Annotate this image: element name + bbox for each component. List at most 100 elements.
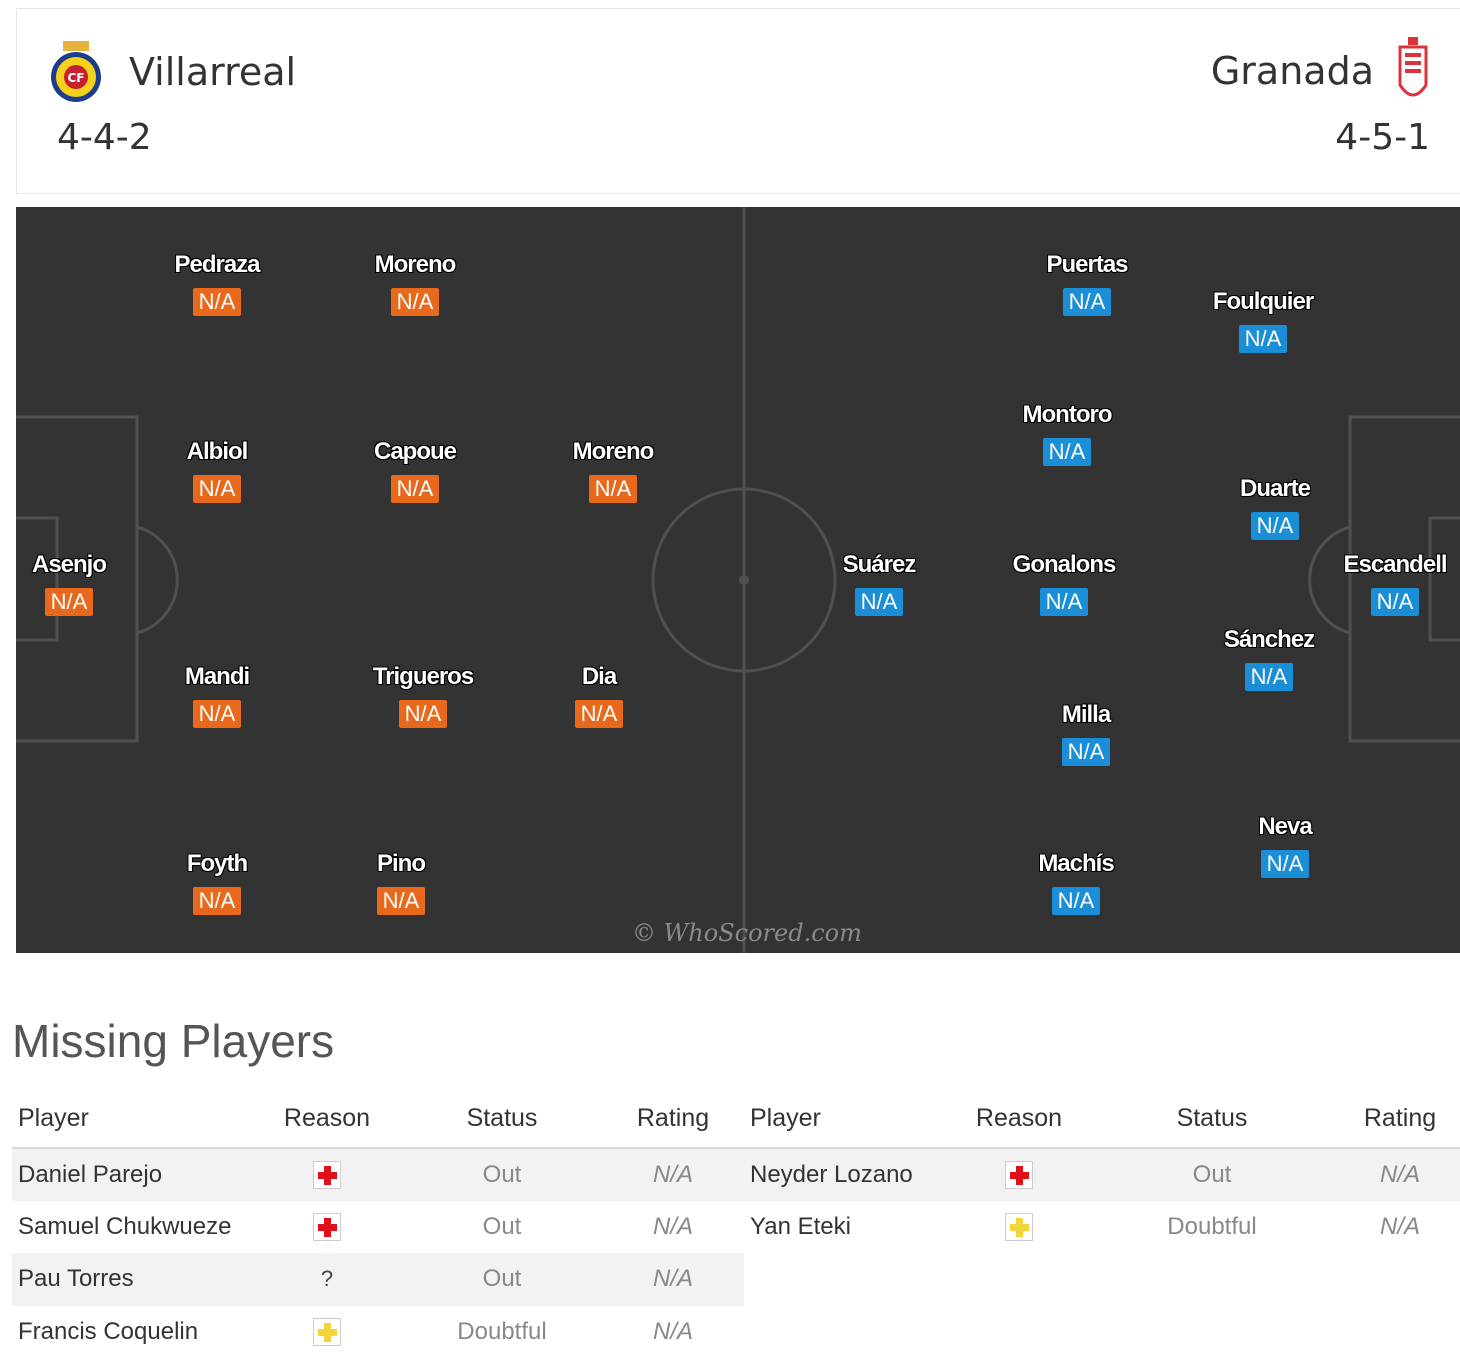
player-rating: N/A	[854, 588, 904, 616]
injury-icon	[313, 1161, 341, 1190]
player-rating: N/A	[1039, 588, 1089, 616]
col-rating[interactable]: Rating	[602, 1090, 744, 1149]
player-rating: N/A	[1238, 325, 1288, 353]
player-name: Puertas	[1046, 251, 1128, 278]
home-player[interactable]: Moreno N/A	[548, 438, 678, 503]
player-rating: N/A	[192, 288, 242, 316]
away-player[interactable]: Suárez N/A	[814, 551, 944, 616]
player-name: Suárez	[842, 551, 917, 578]
player-name: Moreno	[374, 251, 457, 278]
table-row: Yan Eteki Doubtful N/A	[744, 1201, 1460, 1254]
villarreal-crest-icon: CF	[49, 39, 103, 105]
player-rating: N/A	[588, 475, 638, 503]
player-rating: N/A	[398, 700, 448, 728]
svg-text:CF: CF	[67, 71, 84, 85]
formation-pitch: Pedraza N/A Moreno N/A Albiol N/A Capoue…	[16, 207, 1460, 953]
player-name: Mandi	[184, 663, 250, 690]
away-formation: 4-5-1	[1335, 117, 1430, 158]
player-rating: N/A	[44, 588, 94, 616]
col-rating[interactable]: Rating	[1340, 1090, 1460, 1149]
home-team-name: Villarreal	[129, 50, 297, 94]
unknown-reason-icon: ?	[320, 1266, 334, 1292]
col-reason[interactable]: Reason	[954, 1090, 1084, 1149]
home-team[interactable]: CF Villarreal	[49, 39, 296, 105]
missing-status: Out	[482, 1212, 522, 1240]
away-player[interactable]: Foulquier N/A	[1198, 288, 1328, 353]
away-player[interactable]: Gonalons N/A	[999, 551, 1129, 616]
home-player[interactable]: Asenjo N/A	[16, 551, 134, 616]
table-header-row: Player Reason Status Rating	[12, 1090, 744, 1149]
home-player[interactable]: Mandi N/A	[152, 663, 282, 728]
player-rating: N/A	[1062, 288, 1112, 316]
doubtful-icon	[313, 1318, 341, 1347]
missing-status: Out	[1084, 1148, 1340, 1201]
home-player[interactable]: Moreno N/A	[350, 251, 480, 316]
player-name: Moreno	[572, 438, 655, 465]
player-name: Neva	[1258, 813, 1312, 840]
col-player[interactable]: Player	[744, 1090, 954, 1149]
home-player[interactable]: Capoue N/A	[350, 438, 480, 503]
injury-icon	[1005, 1161, 1033, 1190]
missing-rating: N/A	[602, 1148, 744, 1201]
match-header: CF Villarreal 4-4-2 Granada 4-5-1	[16, 8, 1460, 194]
player-name: Escandell	[1343, 551, 1447, 578]
missing-rating: N/A	[602, 1253, 744, 1306]
player-rating: N/A	[1061, 738, 1111, 766]
missing-player-name[interactable]: Samuel Chukwueze	[18, 1212, 232, 1240]
missing-player-name[interactable]: Daniel Parejo	[12, 1148, 252, 1201]
player-name: Dia	[581, 663, 617, 690]
player-name: Montoro	[1022, 401, 1113, 428]
player-name: Duarte	[1239, 475, 1311, 502]
col-player[interactable]: Player	[12, 1090, 252, 1149]
home-player[interactable]: Trigueros N/A	[358, 663, 488, 728]
player-rating: N/A	[192, 887, 242, 915]
away-team[interactable]: Granada	[1211, 37, 1430, 105]
away-player[interactable]: Milla N/A	[1021, 701, 1151, 766]
home-formation: 4-4-2	[57, 117, 152, 158]
table-header-row: Player Reason Status Rating	[744, 1090, 1460, 1149]
missing-player-name[interactable]: Pau Torres	[12, 1253, 252, 1306]
player-rating: N/A	[192, 700, 242, 728]
player-name: Capoue	[373, 438, 457, 465]
player-name: Foulquier	[1212, 288, 1314, 315]
home-player[interactable]: Pino N/A	[336, 850, 466, 915]
player-rating: N/A	[1250, 512, 1300, 540]
player-rating: N/A	[574, 700, 624, 728]
player-rating: N/A	[1260, 850, 1310, 878]
player-rating: N/A	[1244, 663, 1294, 691]
away-player[interactable]: Montoro N/A	[1002, 401, 1132, 466]
away-player[interactable]: Machís N/A	[1011, 850, 1141, 915]
granada-crest-icon	[1396, 37, 1430, 105]
player-name: Milla	[1061, 701, 1111, 728]
missing-player-name[interactable]: Yan Eteki	[750, 1212, 851, 1240]
away-team-name: Granada	[1210, 49, 1374, 93]
home-missing-table: Player Reason Status Rating Daniel Parej…	[12, 1090, 744, 1358]
home-player[interactable]: Dia N/A	[534, 663, 664, 728]
missing-status: Out	[402, 1253, 602, 1306]
home-player[interactable]: Albiol N/A	[152, 438, 282, 503]
player-name: Albiol	[186, 438, 249, 465]
home-player[interactable]: Foyth N/A	[152, 850, 282, 915]
away-player[interactable]: Escandell N/A	[1330, 551, 1460, 616]
away-player[interactable]: Sánchez N/A	[1204, 626, 1334, 691]
missing-players-title: Missing Players	[12, 1015, 335, 1067]
home-player[interactable]: Pedraza N/A	[152, 251, 282, 316]
player-name: Trigueros	[372, 663, 474, 690]
table-row: Pau Torres ? Out N/A	[12, 1253, 744, 1306]
away-player[interactable]: Neva N/A	[1220, 813, 1350, 878]
missing-status: Out	[402, 1148, 602, 1201]
player-rating: N/A	[390, 288, 440, 316]
col-reason[interactable]: Reason	[252, 1090, 402, 1149]
pitch-markings	[16, 207, 1460, 953]
missing-player-name[interactable]: Neyder Lozano	[744, 1148, 954, 1201]
away-missing-table: Player Reason Status Rating Neyder Lozan…	[744, 1090, 1460, 1253]
missing-rating: N/A	[1340, 1148, 1460, 1201]
table-row: Neyder Lozano Out N/A	[744, 1148, 1460, 1201]
col-status[interactable]: Status	[402, 1090, 602, 1149]
away-player[interactable]: Puertas N/A	[1022, 251, 1152, 316]
player-rating: N/A	[376, 887, 426, 915]
away-player[interactable]: Duarte N/A	[1210, 475, 1340, 540]
table-row: Daniel Parejo Out N/A	[12, 1148, 744, 1201]
col-status[interactable]: Status	[1084, 1090, 1340, 1149]
missing-player-name[interactable]: Francis Coquelin	[18, 1317, 199, 1345]
